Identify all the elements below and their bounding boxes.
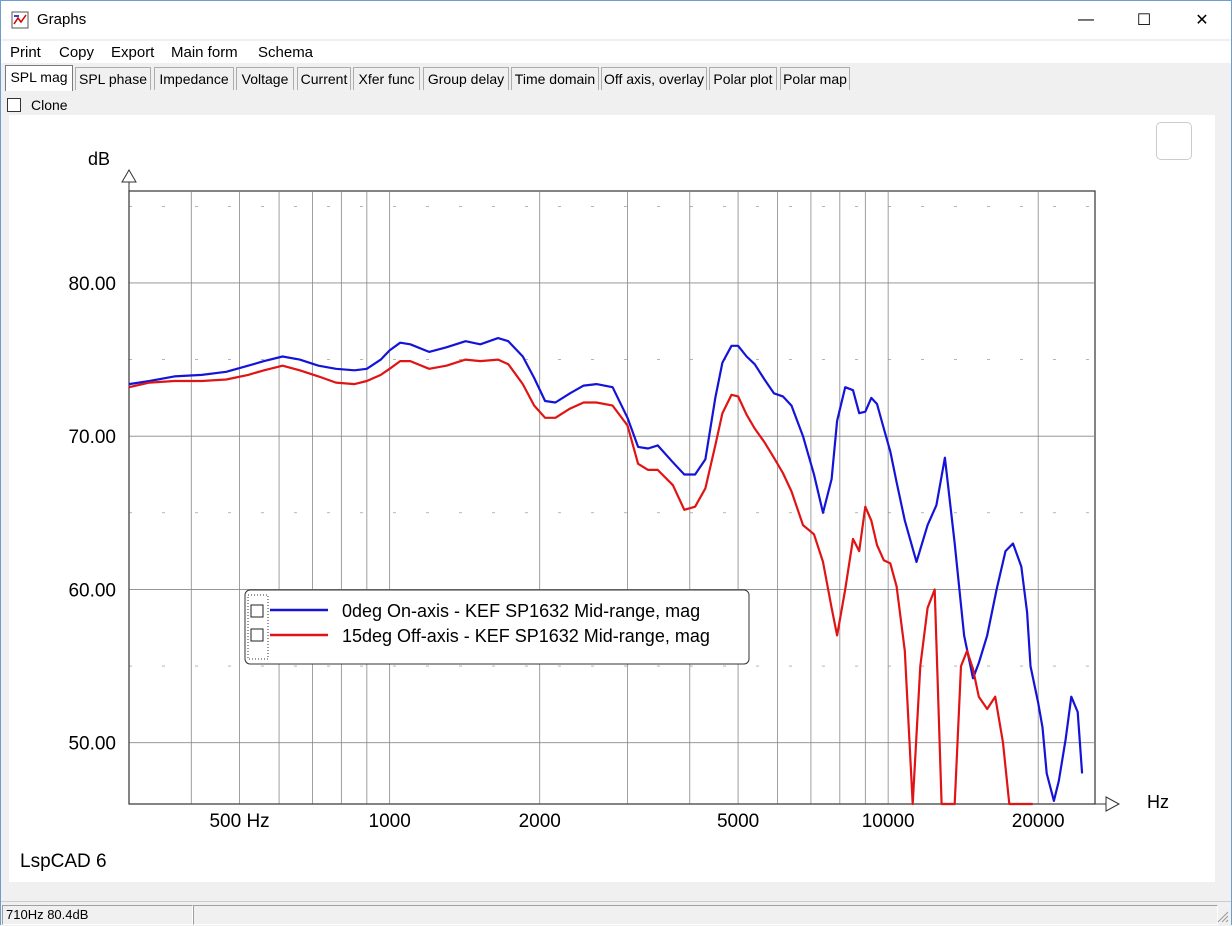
x-tick-label: 500 Hz — [209, 811, 269, 832]
close-button[interactable]: ✕ — [1195, 12, 1209, 29]
clone-checkbox[interactable]: Clone — [7, 97, 68, 113]
graph-corner-button[interactable] — [1156, 122, 1192, 160]
x-tick-label: 20000 — [1012, 811, 1065, 832]
y-tick-label: 60.00 — [68, 580, 116, 601]
legend-box — [244, 589, 750, 665]
tab-group-delay[interactable]: Group delay — [423, 67, 509, 90]
y-tick-label: 70.00 — [68, 427, 116, 448]
resize-grip-icon[interactable] — [1215, 909, 1229, 923]
menu-export[interactable]: Export — [111, 44, 155, 61]
graph-area[interactable] — [9, 115, 1215, 882]
legend-focus-box — [247, 594, 269, 660]
series-line-2 — [128, 358, 1033, 806]
title-bar[interactable]: Graphs — ☐ ✕ — [1, 1, 1231, 39]
watermark-label: LspCAD 6 — [20, 851, 107, 872]
tab-polar-map[interactable]: Polar map — [780, 67, 850, 90]
tab-voltage[interactable]: Voltage — [236, 67, 294, 90]
legend-check-series1[interactable] — [250, 604, 264, 618]
tab-time-domain[interactable]: Time domain — [511, 67, 599, 90]
x-axis-label: Hz — [1147, 792, 1169, 812]
tab-polar-plot[interactable]: Polar plot — [709, 67, 777, 90]
menu-schema[interactable]: Schema — [258, 44, 314, 61]
clone-label: Clone — [31, 97, 68, 113]
tab-xfer-func[interactable]: Xfer func — [353, 67, 420, 90]
x-tick-label: 10000 — [862, 811, 915, 832]
menu-main-form[interactable]: Main form — [171, 44, 238, 61]
app-icon — [11, 11, 29, 29]
tab-current[interactable]: Current — [297, 67, 351, 90]
y-axis-arrow-icon — [121, 169, 137, 183]
tab-spl-mag[interactable]: SPL mag — [5, 65, 73, 91]
checkbox-box[interactable] — [7, 98, 21, 112]
legend-label-series1: 0deg On-axis - KEF SP1632 Mid-range, mag — [342, 601, 700, 621]
window-title: Graphs — [37, 11, 87, 28]
tab-spl-phase[interactable]: SPL phase — [75, 67, 151, 90]
legend-check-series2[interactable] — [250, 628, 264, 642]
x-tick-label: 2000 — [519, 811, 561, 832]
y-tick-label: 80.00 — [68, 274, 116, 295]
x-axis-arrow-icon — [1105, 796, 1121, 812]
menu-copy[interactable]: Copy — [59, 44, 95, 61]
maximize-button[interactable]: ☐ — [1136, 12, 1152, 29]
legend: 0deg On-axis - KEF SP1632 Mid-range, mag… — [244, 589, 750, 665]
x-tick-label: 5000 — [717, 811, 759, 832]
y-axis-label: dB — [88, 149, 110, 169]
menu-print[interactable]: Print — [10, 44, 41, 61]
status-secondary — [193, 905, 1218, 925]
series-line-1 — [128, 337, 1084, 802]
y-tick-label: 50.00 — [68, 734, 116, 755]
menu-bar: Print Copy Export Main form Schema — [1, 41, 1231, 63]
cursor-readout: 710Hz 80.4dB — [2, 905, 193, 925]
status-bar: 710Hz 80.4dB — [1, 901, 1231, 925]
legend-label-series2: 15deg Off-axis - KEF SP1632 Mid-range, m… — [342, 626, 710, 646]
minimize-button[interactable]: — — [1078, 11, 1094, 28]
x-tick-label: 1000 — [369, 811, 411, 832]
tab-impedance[interactable]: Impedance — [154, 67, 234, 90]
tab-off-axis-overlay[interactable]: Off axis, overlay — [601, 67, 707, 90]
